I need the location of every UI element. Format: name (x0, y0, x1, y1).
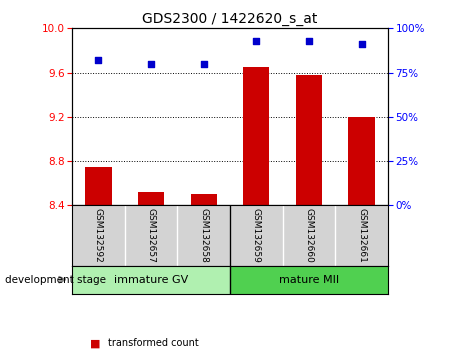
Title: GDS2300 / 1422620_s_at: GDS2300 / 1422620_s_at (143, 12, 318, 26)
Text: GSM132660: GSM132660 (304, 208, 313, 263)
Bar (349, 117, 375, 205)
Bar (191, 194, 217, 205)
Text: GSM132661: GSM132661 (357, 208, 366, 263)
Point (253, 38, 260, 44)
Text: ■: ■ (90, 338, 101, 348)
Text: development stage: development stage (5, 275, 106, 285)
Bar (230, 266, 388, 294)
Bar (72, 266, 230, 294)
Point (358, 41, 365, 47)
Point (200, 61, 207, 67)
Point (305, 38, 313, 44)
Bar (138, 192, 164, 205)
Text: GSM132592: GSM132592 (94, 208, 103, 263)
Text: immature GV: immature GV (114, 275, 188, 285)
Text: GSM132658: GSM132658 (199, 208, 208, 263)
Point (95, 57, 102, 63)
Text: transformed count: transformed count (108, 338, 199, 348)
Point (147, 61, 155, 67)
Bar (243, 67, 270, 205)
Text: GSM132659: GSM132659 (252, 208, 261, 263)
Bar (85, 167, 112, 205)
Bar (296, 75, 322, 205)
Text: GSM132657: GSM132657 (147, 208, 156, 263)
Text: mature MII: mature MII (279, 275, 339, 285)
